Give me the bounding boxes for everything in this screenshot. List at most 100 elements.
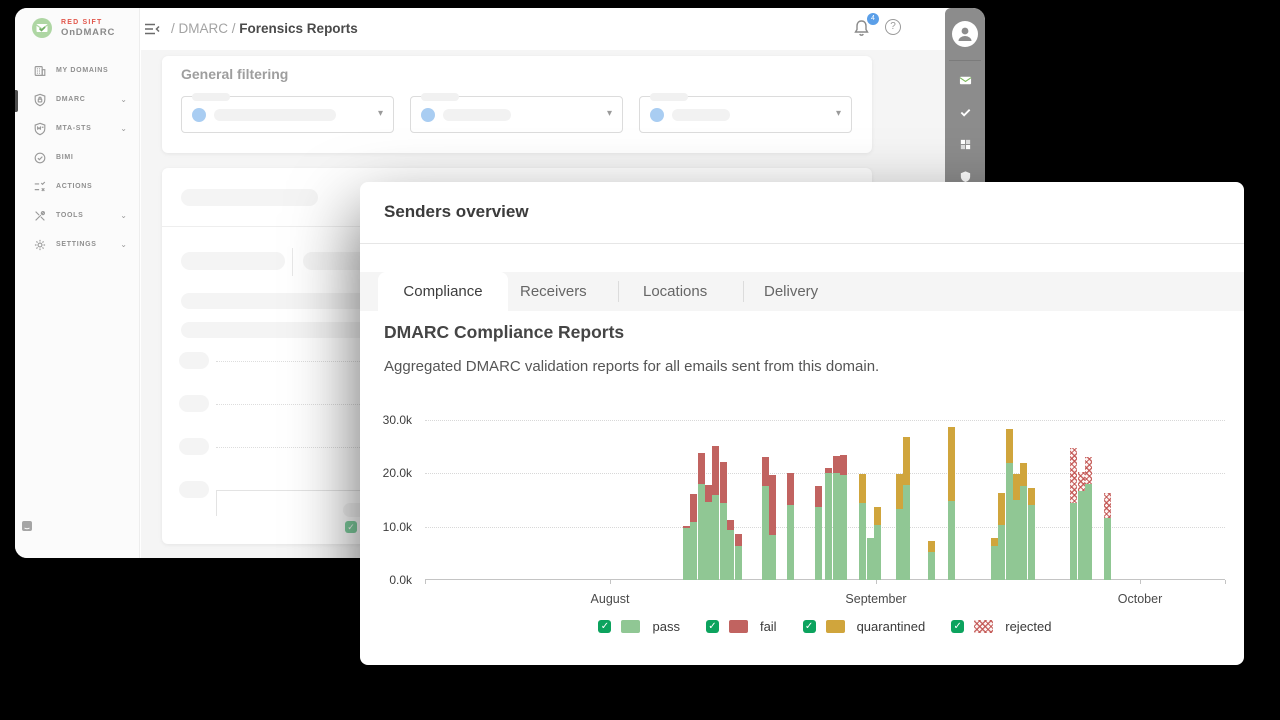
rail-app-icon-purple[interactable] — [953, 132, 977, 156]
legend-label: rejected — [1005, 619, 1052, 634]
legend-checkbox-fail[interactable]: ✓ — [705, 620, 719, 633]
bar-segment-quarantined — [1013, 474, 1020, 500]
bar-segment-pass — [859, 503, 866, 580]
skeleton-title — [181, 189, 318, 206]
top-header: / DMARC / Forensics Reports 4 ? — [141, 8, 945, 50]
sidebar-item-label: DMARC — [56, 96, 86, 103]
ondmarc-logo-icon — [32, 18, 52, 38]
domains-icon — [33, 64, 47, 78]
sidebar-item-label: MY DOMAINS — [56, 67, 109, 74]
gridline — [425, 420, 1225, 421]
rail-app-icon-orange[interactable] — [953, 164, 977, 188]
brand-line2: OnDMARC — [61, 26, 116, 38]
bar-segment-fail — [712, 446, 719, 496]
rail-app-icon-green[interactable] — [953, 68, 977, 92]
sidebar-item-dmarc[interactable]: DMARC ⌄ — [15, 85, 139, 114]
brand-logo[interactable]: RED SIFT OnDMARC — [31, 17, 115, 39]
sidebar-item-label: BIMI — [56, 154, 74, 161]
legend-label: quarantined — [856, 619, 926, 634]
dropdown-avatar-dot — [421, 108, 435, 122]
filter-dropdown-1[interactable]: ▾ — [181, 93, 394, 133]
bar-segment-fail — [787, 473, 794, 506]
divider — [360, 243, 1244, 244]
legend-checkbox-rejected[interactable]: ✓ — [951, 620, 965, 633]
sidebar-item-label: TOOLS — [56, 212, 84, 219]
user-avatar[interactable] — [952, 21, 978, 47]
sidebar-item-bimi[interactable]: BIMI — [15, 143, 139, 172]
bar-segment-pass — [1006, 463, 1013, 580]
bar-segment-pass — [762, 485, 769, 580]
bar-segment-pass — [833, 473, 840, 580]
sidebar-collapse-icon[interactable] — [143, 21, 161, 37]
sidebar-item-my-domains[interactable]: MY DOMAINS — [15, 56, 139, 85]
sidebar-item-label: ACTIONS — [56, 183, 93, 190]
sidebar-item-actions[interactable]: ACTIONS — [15, 172, 139, 201]
sidebar: RED SIFT OnDMARC MY DOMAINS DMARC ⌄ MTA-STS… — [15, 8, 140, 558]
bar-segment-quarantined — [998, 492, 1005, 525]
dropdown-avatar-dot — [650, 108, 664, 122]
bar-segment-fail — [825, 468, 832, 474]
legend-checkbox-quarantined[interactable]: ✓ — [802, 620, 816, 633]
rail-app-icon-blue[interactable] — [953, 100, 977, 124]
legend-swatch-fail — [728, 620, 748, 633]
notifications-bell-icon[interactable] — [853, 19, 870, 37]
person-icon — [958, 27, 972, 41]
skeleton-axis-line — [216, 490, 217, 516]
bar-segment-fail — [840, 455, 847, 475]
month-label-september: September — [845, 592, 907, 606]
chevron-down-icon: ⌄ — [120, 124, 127, 133]
help-icon[interactable]: ? — [885, 19, 901, 35]
docs-book-icon[interactable] — [21, 520, 33, 532]
legend-item-quarantined: ✓ quarantined — [802, 619, 926, 634]
bar-segment-pass — [727, 530, 734, 580]
bar-segment-pass — [698, 484, 705, 580]
chart-plot-area: August September October ✓ pass ✓ fail ✓ quarant… — [425, 412, 1226, 634]
background-legend-checkbox[interactable]: ✓ — [345, 521, 357, 533]
tab-receivers[interactable]: Receivers — [520, 283, 587, 300]
tab-compliance[interactable]: Compliance — [378, 272, 508, 311]
dropdown-avatar-dot — [192, 108, 206, 122]
y-tick-label: 30.0k — [382, 413, 412, 427]
legend-checkbox-pass[interactable]: ✓ — [598, 620, 612, 633]
bar-segment-pass — [874, 525, 881, 580]
sidebar-item-mta-sts[interactable]: MTA-STS ⌄ — [15, 114, 139, 143]
bar-segment-quarantined — [903, 437, 910, 486]
general-filtering-title: General filtering — [181, 66, 289, 82]
legend-label: pass — [652, 619, 680, 634]
notification-badge: 4 — [867, 13, 879, 25]
sidebar-item-settings[interactable]: SETTINGS ⌄ — [15, 230, 139, 259]
chart-title: DMARC Compliance Reports — [384, 322, 625, 342]
filter-dropdown-2[interactable]: ▾ — [410, 93, 623, 133]
tab-locations[interactable]: Locations — [643, 283, 708, 300]
breadcrumb-dmarc[interactable]: DMARC — [178, 21, 229, 36]
skeleton-tab — [181, 252, 285, 270]
legend-swatch-rejected — [974, 620, 994, 633]
divider — [292, 248, 293, 276]
bar-segment-fail — [833, 455, 840, 474]
dropdown-label-placeholder — [650, 93, 688, 101]
chevron-down-icon: ⌄ — [120, 240, 127, 249]
sidebar-item-tools[interactable]: TOOLS ⌄ — [15, 201, 139, 230]
tools-icon — [33, 209, 47, 223]
sidebar-item-label: MTA-STS — [56, 125, 92, 132]
tab-delivery[interactable]: Delivery — [764, 283, 819, 300]
bar-segment-fail — [683, 525, 690, 528]
breadcrumb-current: Forensics Reports — [239, 21, 358, 36]
skeleton-pill — [179, 395, 209, 412]
skeleton-pill — [179, 481, 209, 498]
bar-segment-fail — [720, 462, 727, 504]
legend-swatch-quarantined — [825, 620, 845, 633]
brand-text: RED SIFT OnDMARC — [61, 19, 115, 38]
filter-dropdown-3[interactable]: ▾ — [639, 93, 852, 133]
bar-segment-pass — [928, 551, 935, 580]
bar-segment-pass — [1013, 500, 1020, 580]
chart-subtitle: Aggregated DMARC validation reports for … — [384, 358, 880, 375]
bar-segment-fail — [815, 485, 822, 508]
settings-icon — [33, 238, 47, 252]
legend-item-rejected: ✓ rejected — [951, 619, 1052, 634]
legend-item-fail: ✓ fail — [705, 619, 777, 634]
bar-segment-quarantined — [859, 473, 866, 504]
bimi-icon — [33, 151, 47, 165]
bar-segment-pass — [712, 495, 719, 580]
shield-lock-icon — [33, 93, 47, 107]
